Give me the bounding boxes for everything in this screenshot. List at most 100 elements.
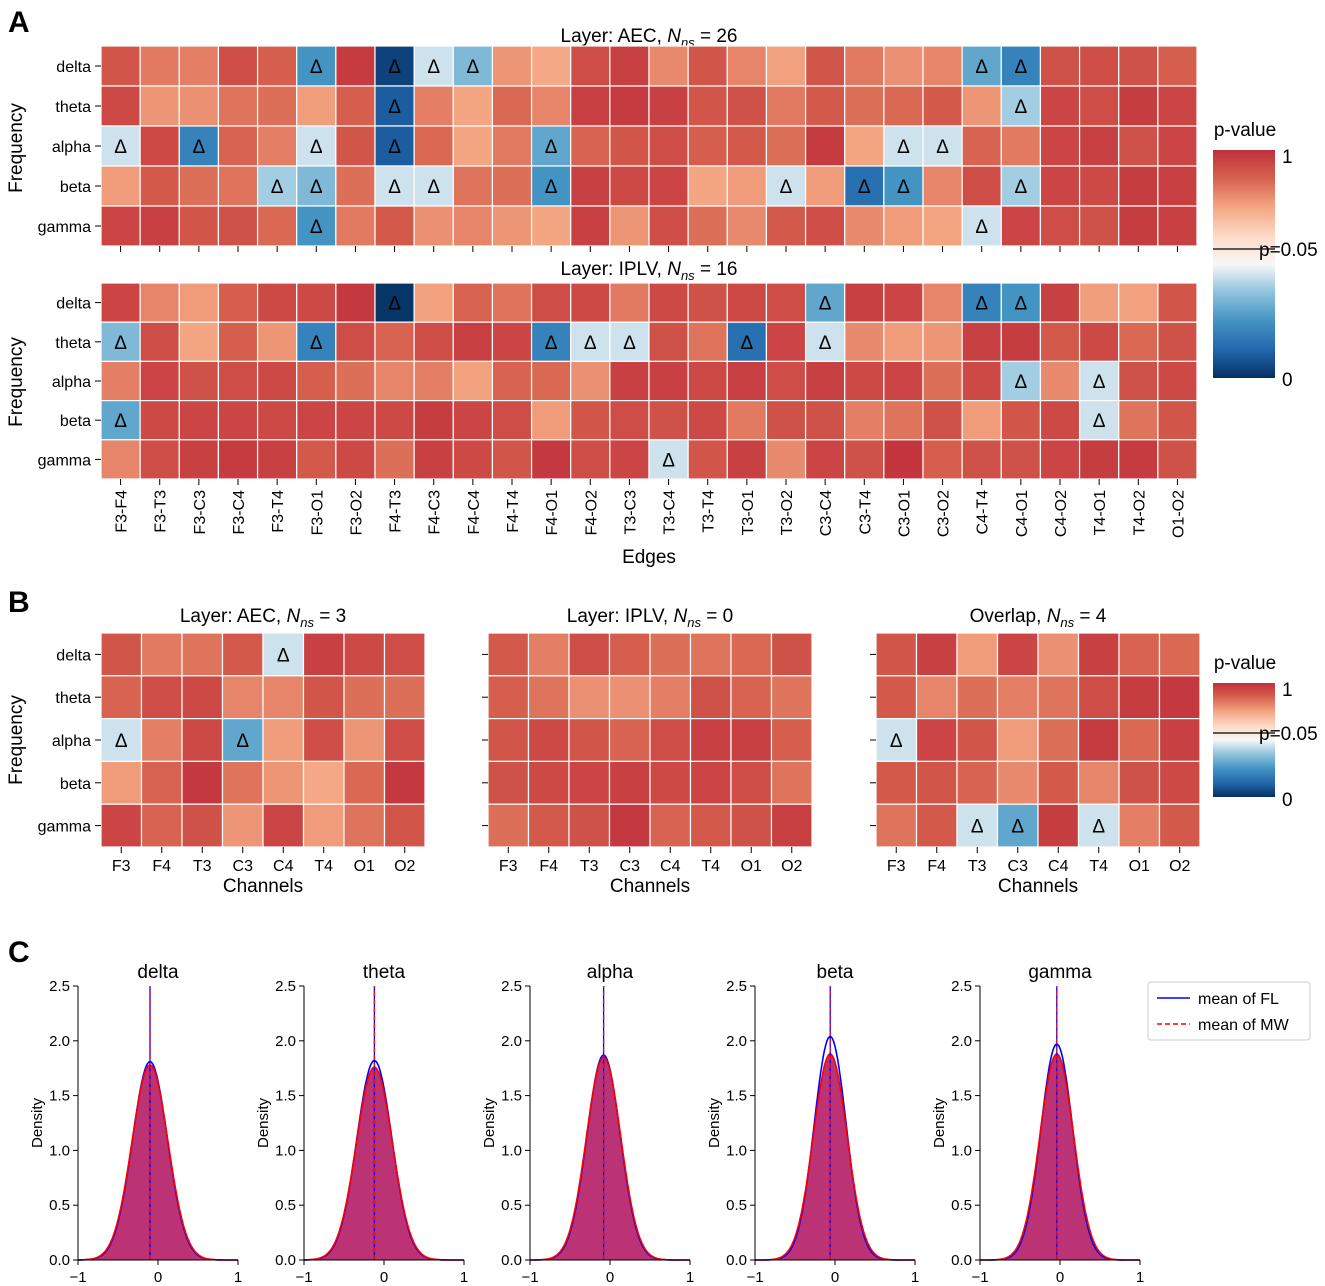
title-prefix: Layer: IPLV, <box>567 606 674 627</box>
density-area <box>78 1064 238 1260</box>
x-tick-label: −1 <box>69 1269 86 1286</box>
x-tick-label: F4-C3 <box>427 490 444 535</box>
heatmap-cell <box>335 45 376 87</box>
non-significant-marker: Δ <box>1015 97 1028 118</box>
x-axis-label: Channels <box>223 876 303 897</box>
heatmap-cell <box>1118 85 1159 127</box>
heatmap-cell <box>178 321 220 363</box>
non-significant-marker: Δ <box>897 137 910 158</box>
heatmap-cell <box>343 675 386 720</box>
heatmap-cell <box>181 803 224 848</box>
heatmap-cell <box>609 85 650 127</box>
heatmap-cell <box>530 125 572 167</box>
colorbar-b: p-value 1 p=0.05 0 <box>1213 653 1318 811</box>
x-tick-label: F4 <box>927 858 946 875</box>
x-tick-label: C3 <box>1008 858 1029 875</box>
heatmap-cell <box>100 45 141 87</box>
density-subplot-beta: beta 0.0 0.5 1.0 1.5 2.0 2.5 −1 0 1 Density <box>706 962 919 1286</box>
y-tick-label: 1.0 <box>951 1142 972 1159</box>
heatmap-cell <box>996 760 1039 805</box>
non-significant-marker: Δ <box>819 294 832 315</box>
heatmap-cell <box>452 360 494 402</box>
heatmap-cell <box>687 125 728 167</box>
non-significant-marker: Δ <box>310 333 323 354</box>
x-tick-label: F4-O1 <box>544 490 561 535</box>
heatmap-cell <box>140 803 183 848</box>
heatmap-cell <box>765 321 807 363</box>
x-tick-label: O2 <box>781 858 802 875</box>
non-significant-marker: Δ <box>545 137 558 158</box>
heatmap-cell <box>487 803 530 848</box>
heatmap-cell <box>568 675 611 720</box>
x-axis-label: Channels <box>610 876 690 897</box>
heatmap-cell <box>296 282 337 323</box>
heatmap-cell <box>527 717 570 762</box>
heatmap-cell <box>570 45 611 87</box>
x-tick-label: F4-T3 <box>388 490 405 533</box>
x-tick-label: C4-O2 <box>1053 490 1070 537</box>
x-tick-label: F3-O1 <box>309 490 326 535</box>
heatmap-cell <box>100 85 141 127</box>
y-tick-label: 2.0 <box>726 1033 747 1050</box>
heatmap-cell <box>335 125 376 167</box>
heatmap-cell <box>256 205 298 247</box>
y-tick-label: 0.5 <box>951 1197 972 1214</box>
y-axis-label: Frequency <box>6 103 27 193</box>
heatmap-cell <box>452 85 494 127</box>
y-axis-label: Density <box>481 1097 498 1148</box>
heatmap-cell <box>178 125 220 167</box>
heatmap-cell <box>726 205 768 247</box>
non-significant-marker: Δ <box>1093 411 1106 432</box>
heatmap-cell <box>922 360 963 402</box>
heatmap-cell <box>1157 400 1198 441</box>
heatmap-cell <box>844 205 885 247</box>
heatmap-cell <box>922 125 963 167</box>
heatmap-cell <box>844 321 885 363</box>
heatmap-cell <box>139 321 180 363</box>
heatmap-cell <box>956 803 999 848</box>
heatmap-cell <box>1157 45 1198 87</box>
heatmap-cell <box>221 760 264 805</box>
non-significant-marker: Δ <box>897 177 910 198</box>
y-tick-label: gamma <box>38 819 91 836</box>
heatmap-cell <box>140 760 183 805</box>
density-legend: mean of FL mean of MW <box>1147 981 1311 1041</box>
heatmap-cell <box>687 205 728 247</box>
heatmap-cell <box>883 125 924 167</box>
heatmap-cell <box>649 675 692 720</box>
subplot-title: theta <box>363 962 406 983</box>
heatmap-cell <box>648 125 689 167</box>
heatmap-cell <box>765 165 807 207</box>
title-suffix: = 16 <box>695 259 738 280</box>
heatmap-cell <box>374 125 415 167</box>
y-axis-label: Density <box>29 1097 46 1148</box>
heatmap-cell <box>687 45 728 87</box>
legend-fl-label: mean of FL <box>1198 991 1279 1008</box>
heatmap-cell <box>296 85 337 127</box>
heatmap-cell <box>804 45 846 87</box>
heatmap-cell <box>609 400 650 441</box>
heatmap-cell <box>608 632 651 677</box>
x-tick-label: T3-C3 <box>622 490 639 535</box>
x-tick-label: T3-O1 <box>740 490 757 535</box>
heatmap-cell <box>687 165 728 207</box>
non-significant-marker: Δ <box>271 177 284 198</box>
heatmap-cell <box>770 675 813 720</box>
heatmap-cell <box>217 165 259 207</box>
heatmap-cell <box>1118 760 1161 805</box>
heatmap-cell <box>383 760 426 805</box>
heatmap-cell <box>335 85 376 127</box>
heatmap-cell <box>726 125 768 167</box>
heatmap-cell <box>217 125 259 167</box>
x-tick-label: F3-O2 <box>348 490 365 535</box>
heatmap-cell <box>730 717 773 762</box>
heatmap-cell <box>765 205 807 247</box>
x-tick-label: C3 <box>233 858 254 875</box>
density-area <box>530 1057 690 1260</box>
heatmap-cell <box>100 439 141 480</box>
x-tick-label: F4 <box>152 858 171 875</box>
heatmap-cell <box>296 360 337 402</box>
x-tick-label: T4-O2 <box>1131 490 1148 535</box>
x-tick-label: O1-O2 <box>1170 490 1187 538</box>
